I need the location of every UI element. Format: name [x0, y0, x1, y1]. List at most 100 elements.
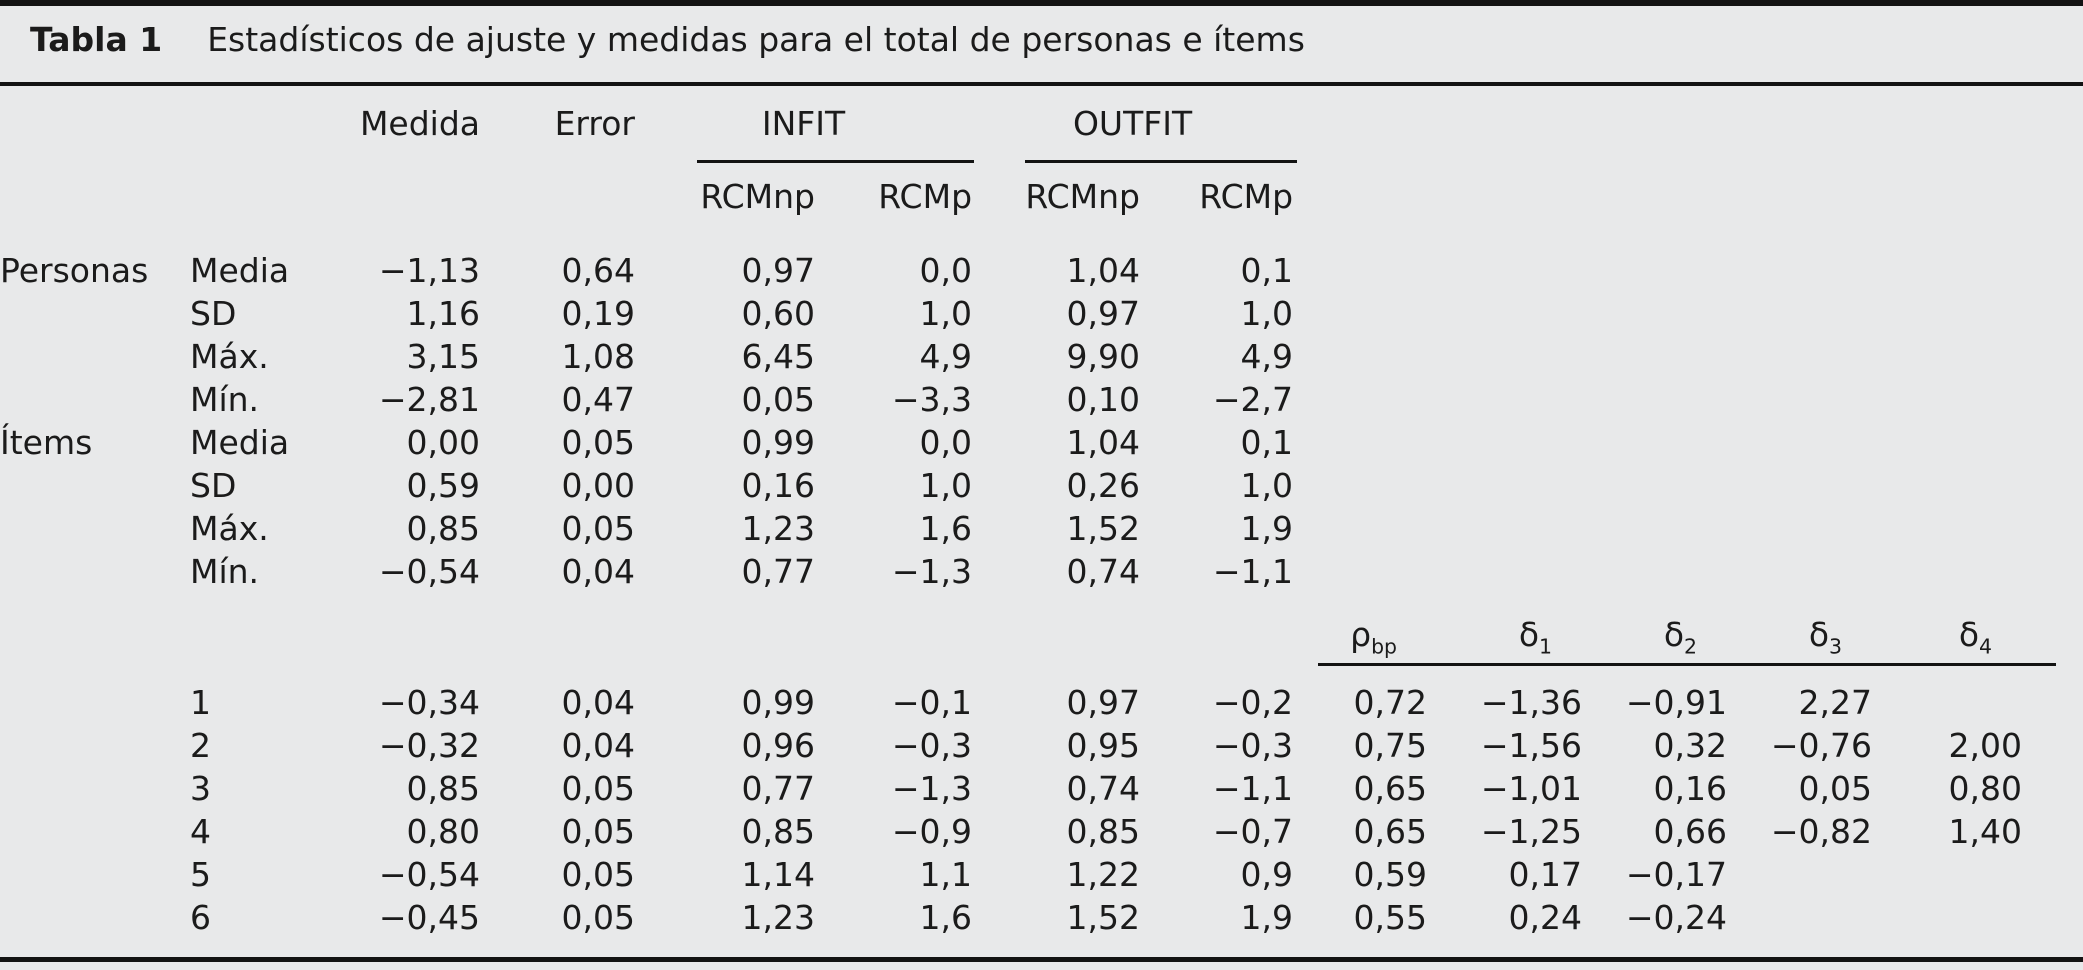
infit-rcmnp-cell: 0,85	[741, 812, 815, 851]
outfit-rcmnp-cell: 0,97	[1066, 294, 1141, 333]
stat-cell: Media	[190, 423, 290, 462]
rho-symbol: ρ	[1350, 614, 1372, 654]
group-cell	[0, 853, 190, 896]
infit-rcmp-cell: 1,6	[919, 509, 973, 548]
delta-subscript: 4	[1979, 634, 1993, 659]
table-row: 1 −0,34 0,04 0,99 −0,1 0,97 −0,2 0,72 −1…	[0, 681, 2022, 724]
delta-header-underline	[1318, 663, 2056, 666]
delta2-cell: 0,16	[1653, 769, 1728, 808]
empty-cell	[1293, 464, 2022, 507]
medida-cell: 3,15	[406, 337, 480, 376]
delta-header-row: ρbp δ1 δ2 δ3 δ4	[0, 593, 2022, 667]
infit-underline	[697, 160, 974, 163]
infit-rcmnp-cell: 0,16	[741, 466, 815, 505]
empty-cell	[1293, 335, 2022, 378]
delta1-cell: −1,25	[1480, 812, 1583, 851]
medida-cell: 0,85	[406, 509, 480, 548]
delta1-header: δ1	[1427, 593, 1582, 667]
top-border	[0, 0, 2083, 6]
medida-cell: −0,45	[378, 898, 480, 937]
infit-rcmp-cell: −1,3	[891, 552, 973, 591]
outfit-rcmnp-header: RCMnp	[1025, 177, 1141, 216]
error-cell: 0,00	[561, 466, 635, 505]
outfit-rcmnp-cell: 0,10	[1066, 380, 1141, 419]
infit-rcmp-cell: 1,0	[919, 466, 973, 505]
header-spacer	[0, 86, 335, 160]
infit-rcmp-cell: 1,1	[919, 855, 973, 894]
group-cell: Personas	[0, 251, 149, 290]
table-number: Tabla 1	[30, 20, 163, 59]
error-cell: 0,05	[561, 509, 635, 548]
delta2-cell: −0,24	[1625, 898, 1728, 937]
outfit-rcmnp-cell: 9,90	[1066, 337, 1141, 376]
outfit-rcmp-cell: 0,1	[1240, 423, 1294, 462]
infit-rcmnp-cell: 0,60	[741, 294, 815, 333]
spacer-row	[0, 667, 2022, 681]
delta3-cell: 2,27	[1798, 683, 1873, 722]
header-row-sub: RCMnp RCMp RCMnp RCMp	[0, 160, 2022, 233]
table-row: Ítems Media 0,00 0,05 0,99 0,0 1,04 0,1	[0, 421, 2022, 464]
delta4-cell	[1872, 896, 2022, 939]
delta-symbol: δ	[1663, 614, 1685, 654]
group-cell	[0, 896, 190, 939]
stat-cell: SD	[190, 294, 237, 333]
error-cell: 0,05	[561, 812, 635, 851]
outfit-rcmp-cell: 0,1	[1240, 251, 1294, 290]
infit-rcmnp-cell: 1,23	[741, 509, 815, 548]
delta1-cell: 0,17	[1508, 855, 1583, 894]
delta4-cell: 1,40	[1948, 812, 2023, 851]
group-cell	[0, 335, 190, 378]
table-row: Mín. −0,54 0,04 0,77 −1,3 0,74 −1,1	[0, 550, 2022, 593]
infit-rcmnp-cell: 0,77	[741, 769, 815, 808]
error-header: Error	[554, 103, 635, 143]
delta3-cell	[1727, 853, 1872, 896]
infit-rcmp-cell: −3,3	[891, 380, 973, 419]
outfit-rcmnp-cell: 0,74	[1066, 769, 1141, 808]
error-cell: 0,04	[561, 683, 635, 722]
table-row: SD 0,59 0,00 0,16 1,0 0,26 1,0	[0, 464, 2022, 507]
infit-rcmnp-cell: 1,23	[741, 898, 815, 937]
item-number-cell: 6	[190, 898, 211, 937]
rho-bp-cell: 0,55	[1353, 898, 1428, 937]
header-spacer	[480, 160, 635, 233]
infit-rcmnp-cell: 0,77	[741, 552, 815, 591]
delta3-cell: 0,05	[1798, 769, 1873, 808]
delta-subscript: 2	[1684, 634, 1698, 659]
medida-cell: 1,16	[406, 294, 480, 333]
table-row: 3 0,85 0,05 0,77 −1,3 0,74 −1,1 0,65 −1,…	[0, 767, 2022, 810]
medida-cell: −2,81	[378, 380, 480, 419]
infit-rcmp-cell: 4,9	[919, 337, 973, 376]
outfit-rcmnp-cell: 1,04	[1066, 251, 1141, 290]
medida-cell: 0,59	[406, 466, 480, 505]
delta1-cell: −1,56	[1480, 726, 1583, 765]
stat-cell: Máx.	[190, 509, 269, 548]
medida-cell: −0,54	[378, 855, 480, 894]
outfit-rcmnp-cell: 1,52	[1066, 898, 1141, 937]
group-cell	[0, 378, 190, 421]
empty-cell	[0, 593, 1293, 667]
delta-symbol: δ	[1958, 614, 1980, 654]
infit-rcmnp-cell: 0,99	[741, 683, 815, 722]
delta4-cell: 2,00	[1948, 726, 2023, 765]
outfit-rcmnp-cell: 0,85	[1066, 812, 1141, 851]
delta1-cell: 0,24	[1508, 898, 1583, 937]
rho-subscript: bp	[1371, 634, 1398, 659]
table-caption: Estadísticos de ajuste y medidas para el…	[207, 20, 1305, 59]
infit-rcmnp-header: RCMnp	[700, 177, 815, 216]
outfit-rcmnp-cell: 0,97	[1066, 683, 1141, 722]
outfit-rcmnp-cell: 0,95	[1066, 726, 1141, 765]
error-cell: 0,47	[561, 380, 635, 419]
delta3-cell: −0,76	[1770, 726, 1873, 765]
infit-rcmnp-cell: 0,97	[741, 251, 815, 290]
infit-rcmnp-cell: 0,05	[741, 380, 815, 419]
group-cell	[0, 724, 190, 767]
delta4-cell	[1872, 853, 2022, 896]
item-number-cell: 4	[190, 812, 211, 851]
outfit-rcmnp-cell: 1,52	[1066, 509, 1141, 548]
table-row: 6 −0,45 0,05 1,23 1,6 1,52 1,9 0,55 0,24…	[0, 896, 2022, 939]
group-cell	[0, 292, 190, 335]
outfit-underline	[1025, 160, 1297, 163]
infit-rcmp-header: RCMp	[878, 177, 973, 216]
outfit-rcmp-cell: −2,7	[1212, 380, 1294, 419]
